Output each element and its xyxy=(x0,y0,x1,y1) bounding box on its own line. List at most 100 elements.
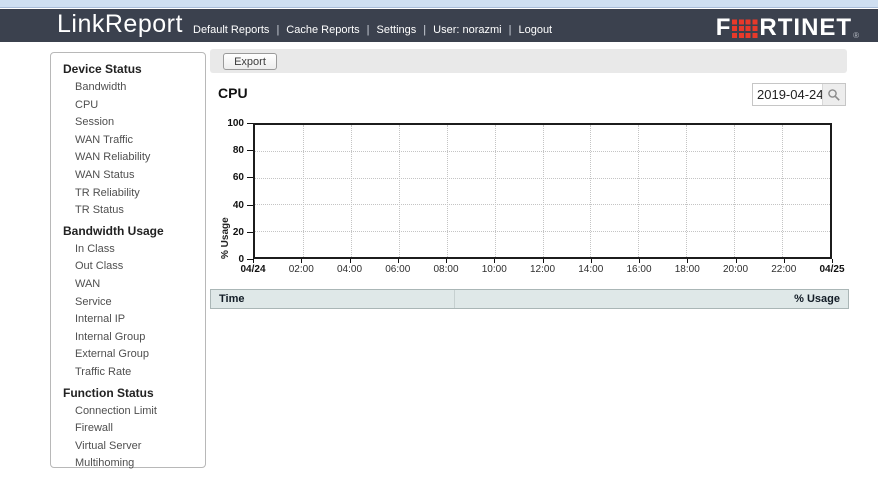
x-tick xyxy=(349,259,351,263)
y-tick-label: 20 xyxy=(232,226,244,238)
top-strip xyxy=(0,0,878,8)
v-gridline xyxy=(446,125,448,257)
y-tick-label: 40 xyxy=(232,199,244,211)
x-tick-label: 20:00 xyxy=(722,264,749,275)
x-tick-label: 06:00 xyxy=(385,264,411,275)
v-gridline xyxy=(734,125,736,257)
toolbar: Export xyxy=(210,49,847,73)
y-tick xyxy=(247,177,253,179)
sidebar-section-function-status: Function Status xyxy=(63,385,154,400)
x-tick xyxy=(397,259,399,263)
x-tick xyxy=(639,259,640,263)
y-tick-label: 100 xyxy=(227,118,244,129)
x-tick xyxy=(590,259,592,263)
x-tick-label: 08:00 xyxy=(433,264,459,275)
x-tick-label: 16:00 xyxy=(626,264,652,275)
nav-separator: | xyxy=(508,24,512,36)
column-header-time: Time xyxy=(211,290,455,308)
x-tick xyxy=(735,259,737,263)
cpu-usage-chart: % Usage 0 20 40 60 80 100 04/24 02:00 04:00 06:00… xyxy=(210,115,870,285)
sidebar-item-external-group[interactable]: External Group xyxy=(75,348,149,361)
nav-logout[interactable]: Logout xyxy=(518,24,553,36)
y-tick-label: 80 xyxy=(232,145,244,157)
x-tick-label: 04:00 xyxy=(336,264,363,275)
x-tick xyxy=(542,259,544,263)
x-tick xyxy=(687,259,689,263)
sidebar-item-session[interactable]: Session xyxy=(75,116,115,129)
sidebar-item-internal-ip[interactable]: Internal IP xyxy=(75,313,126,326)
x-tick-label: 18:00 xyxy=(674,264,700,275)
sidebar-item-internal-group[interactable]: Internal Group xyxy=(75,330,146,343)
sidebar-section-bandwidth-usage: Bandwidth Usage xyxy=(63,223,164,238)
nav-separator: | xyxy=(366,24,370,36)
fortinet-grid-icon xyxy=(732,18,759,38)
x-tick-label: 04/25 xyxy=(819,264,845,275)
chart-plot-area xyxy=(253,123,832,259)
sidebar-item-firewall[interactable]: Firewall xyxy=(75,422,113,435)
fortinet-logo-rtinet: RTINET xyxy=(759,14,853,41)
sidebar-nav: Device Status Bandwidth CPU Session WAN Traf… xyxy=(50,52,206,469)
v-gridline xyxy=(494,125,496,257)
v-gridline xyxy=(398,125,400,257)
y-tick xyxy=(247,204,253,206)
sidebar-item-traffic-rate[interactable]: Traffic Rate xyxy=(75,365,132,378)
export-button[interactable]: Export xyxy=(223,53,277,70)
y-tick xyxy=(247,259,253,260)
sidebar-section-device-status: Device Status xyxy=(63,62,142,76)
date-picker xyxy=(752,83,846,106)
top-nav: Default Reports | Cache Reports | Settings | U… xyxy=(193,24,552,36)
registered-mark: ® xyxy=(853,31,860,40)
sidebar-item-wan-reliability[interactable]: WAN Reliability xyxy=(75,151,151,164)
sidebar-item-connection-limit[interactable]: Connection Limit xyxy=(75,404,157,417)
x-tick-label: 22:00 xyxy=(771,264,797,275)
fortinet-logo-f: F xyxy=(715,14,732,41)
nav-separator: | xyxy=(423,24,427,36)
app-title: LinkReport xyxy=(57,10,183,38)
sidebar-item-virtual-server[interactable]: Virtual Server xyxy=(75,439,142,452)
sidebar-item-wan[interactable]: WAN xyxy=(75,277,101,290)
sidebar-item-out-class[interactable]: Out Class xyxy=(75,260,124,273)
nav-default-reports[interactable]: Default Reports xyxy=(193,24,270,36)
x-tick xyxy=(446,259,447,263)
sidebar-item-wan-status[interactable]: WAN Status xyxy=(75,168,135,181)
x-tick xyxy=(253,259,254,263)
v-gridline xyxy=(542,125,544,257)
magnifier-icon xyxy=(828,88,840,101)
sidebar-item-service[interactable]: Service xyxy=(75,295,112,308)
v-gridline xyxy=(782,125,784,257)
date-input[interactable] xyxy=(753,84,822,105)
nav-settings[interactable]: Settings xyxy=(376,24,417,36)
x-tick-label: 14:00 xyxy=(578,264,604,275)
sidebar-item-tr-reliability[interactable]: TR Reliability xyxy=(75,186,140,199)
x-tick xyxy=(783,259,785,263)
sidebar-item-cpu[interactable]: CPU xyxy=(75,98,99,111)
sidebar-item-in-class[interactable]: In Class xyxy=(75,242,115,255)
sidebar-item-multihoming[interactable]: Multihoming xyxy=(75,457,135,470)
y-tick-label: 60 xyxy=(232,172,244,184)
x-tick-label: 10:00 xyxy=(481,264,507,275)
v-gridline xyxy=(590,125,592,257)
sidebar-item-bandwidth[interactable]: Bandwidth xyxy=(75,81,127,93)
x-tick xyxy=(832,259,833,263)
v-gridline xyxy=(350,125,352,257)
fortinet-logo: F RTINET ® xyxy=(716,14,860,42)
nav-cache-reports[interactable]: Cache Reports xyxy=(286,24,360,36)
column-header-usage: % Usage xyxy=(794,293,840,305)
sidebar-item-wan-traffic[interactable]: WAN Traffic xyxy=(75,133,134,146)
nav-user: User: norazmi xyxy=(433,24,502,36)
y-tick xyxy=(247,123,253,124)
y-tick xyxy=(247,231,253,233)
v-gridline xyxy=(686,125,688,257)
x-tick-label: 04/24 xyxy=(240,264,266,275)
sidebar-item-tr-status[interactable]: TR Status xyxy=(75,204,124,217)
y-tick xyxy=(247,150,253,152)
page-title: CPU xyxy=(218,85,248,101)
x-tick xyxy=(494,259,496,263)
x-tick-label: 12:00 xyxy=(529,264,556,275)
nav-separator: | xyxy=(276,24,280,36)
date-search-button[interactable] xyxy=(822,84,845,105)
x-tick xyxy=(301,259,303,263)
x-tick-label: 02:00 xyxy=(288,264,314,275)
v-gridline xyxy=(638,125,640,257)
